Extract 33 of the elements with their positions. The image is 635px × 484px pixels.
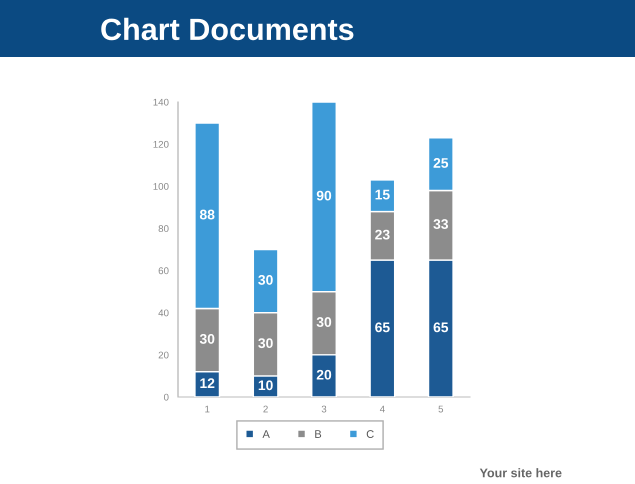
legend-label: C: [366, 430, 374, 438]
data-label: 23: [375, 230, 390, 240]
y-tick-label: 60: [158, 267, 169, 274]
y-tick-label: 40: [158, 309, 169, 316]
legend-label: B: [315, 430, 322, 438]
data-label: 30: [258, 275, 273, 285]
text: Your site here: [480, 468, 562, 478]
y-tick-label: 0: [164, 394, 169, 401]
data-label: 88: [200, 210, 214, 220]
data-label: 33: [433, 219, 448, 230]
data-label: 10: [258, 380, 273, 390]
data-label: 20: [316, 370, 332, 380]
y-tick-label: 120: [153, 140, 169, 148]
data-label: 30: [316, 317, 332, 327]
legend-label: A: [262, 430, 270, 438]
x-tick-label: 4: [380, 406, 385, 412]
data-label: 12: [200, 378, 214, 388]
data-label: 30: [258, 338, 273, 348]
data-label: 30: [200, 334, 214, 344]
data-label: 25: [434, 158, 448, 168]
x-tick-label: 2: [263, 406, 268, 412]
data-label: 15: [376, 190, 390, 200]
y-tick-label: 140: [153, 98, 169, 106]
y-tick-label: 80: [158, 225, 169, 232]
x-tick-label: 3: [322, 406, 326, 412]
x-tick-label: 1: [205, 406, 210, 412]
data-label: 65: [375, 322, 390, 332]
data-label: 65: [434, 322, 448, 332]
data-label: 90: [316, 190, 332, 201]
x-tick-label: 5: [438, 406, 444, 412]
y-tick-label: 20: [158, 352, 169, 358]
chart-title: Chart Documents: [101, 18, 354, 40]
y-tick-label: 100: [153, 183, 169, 190]
